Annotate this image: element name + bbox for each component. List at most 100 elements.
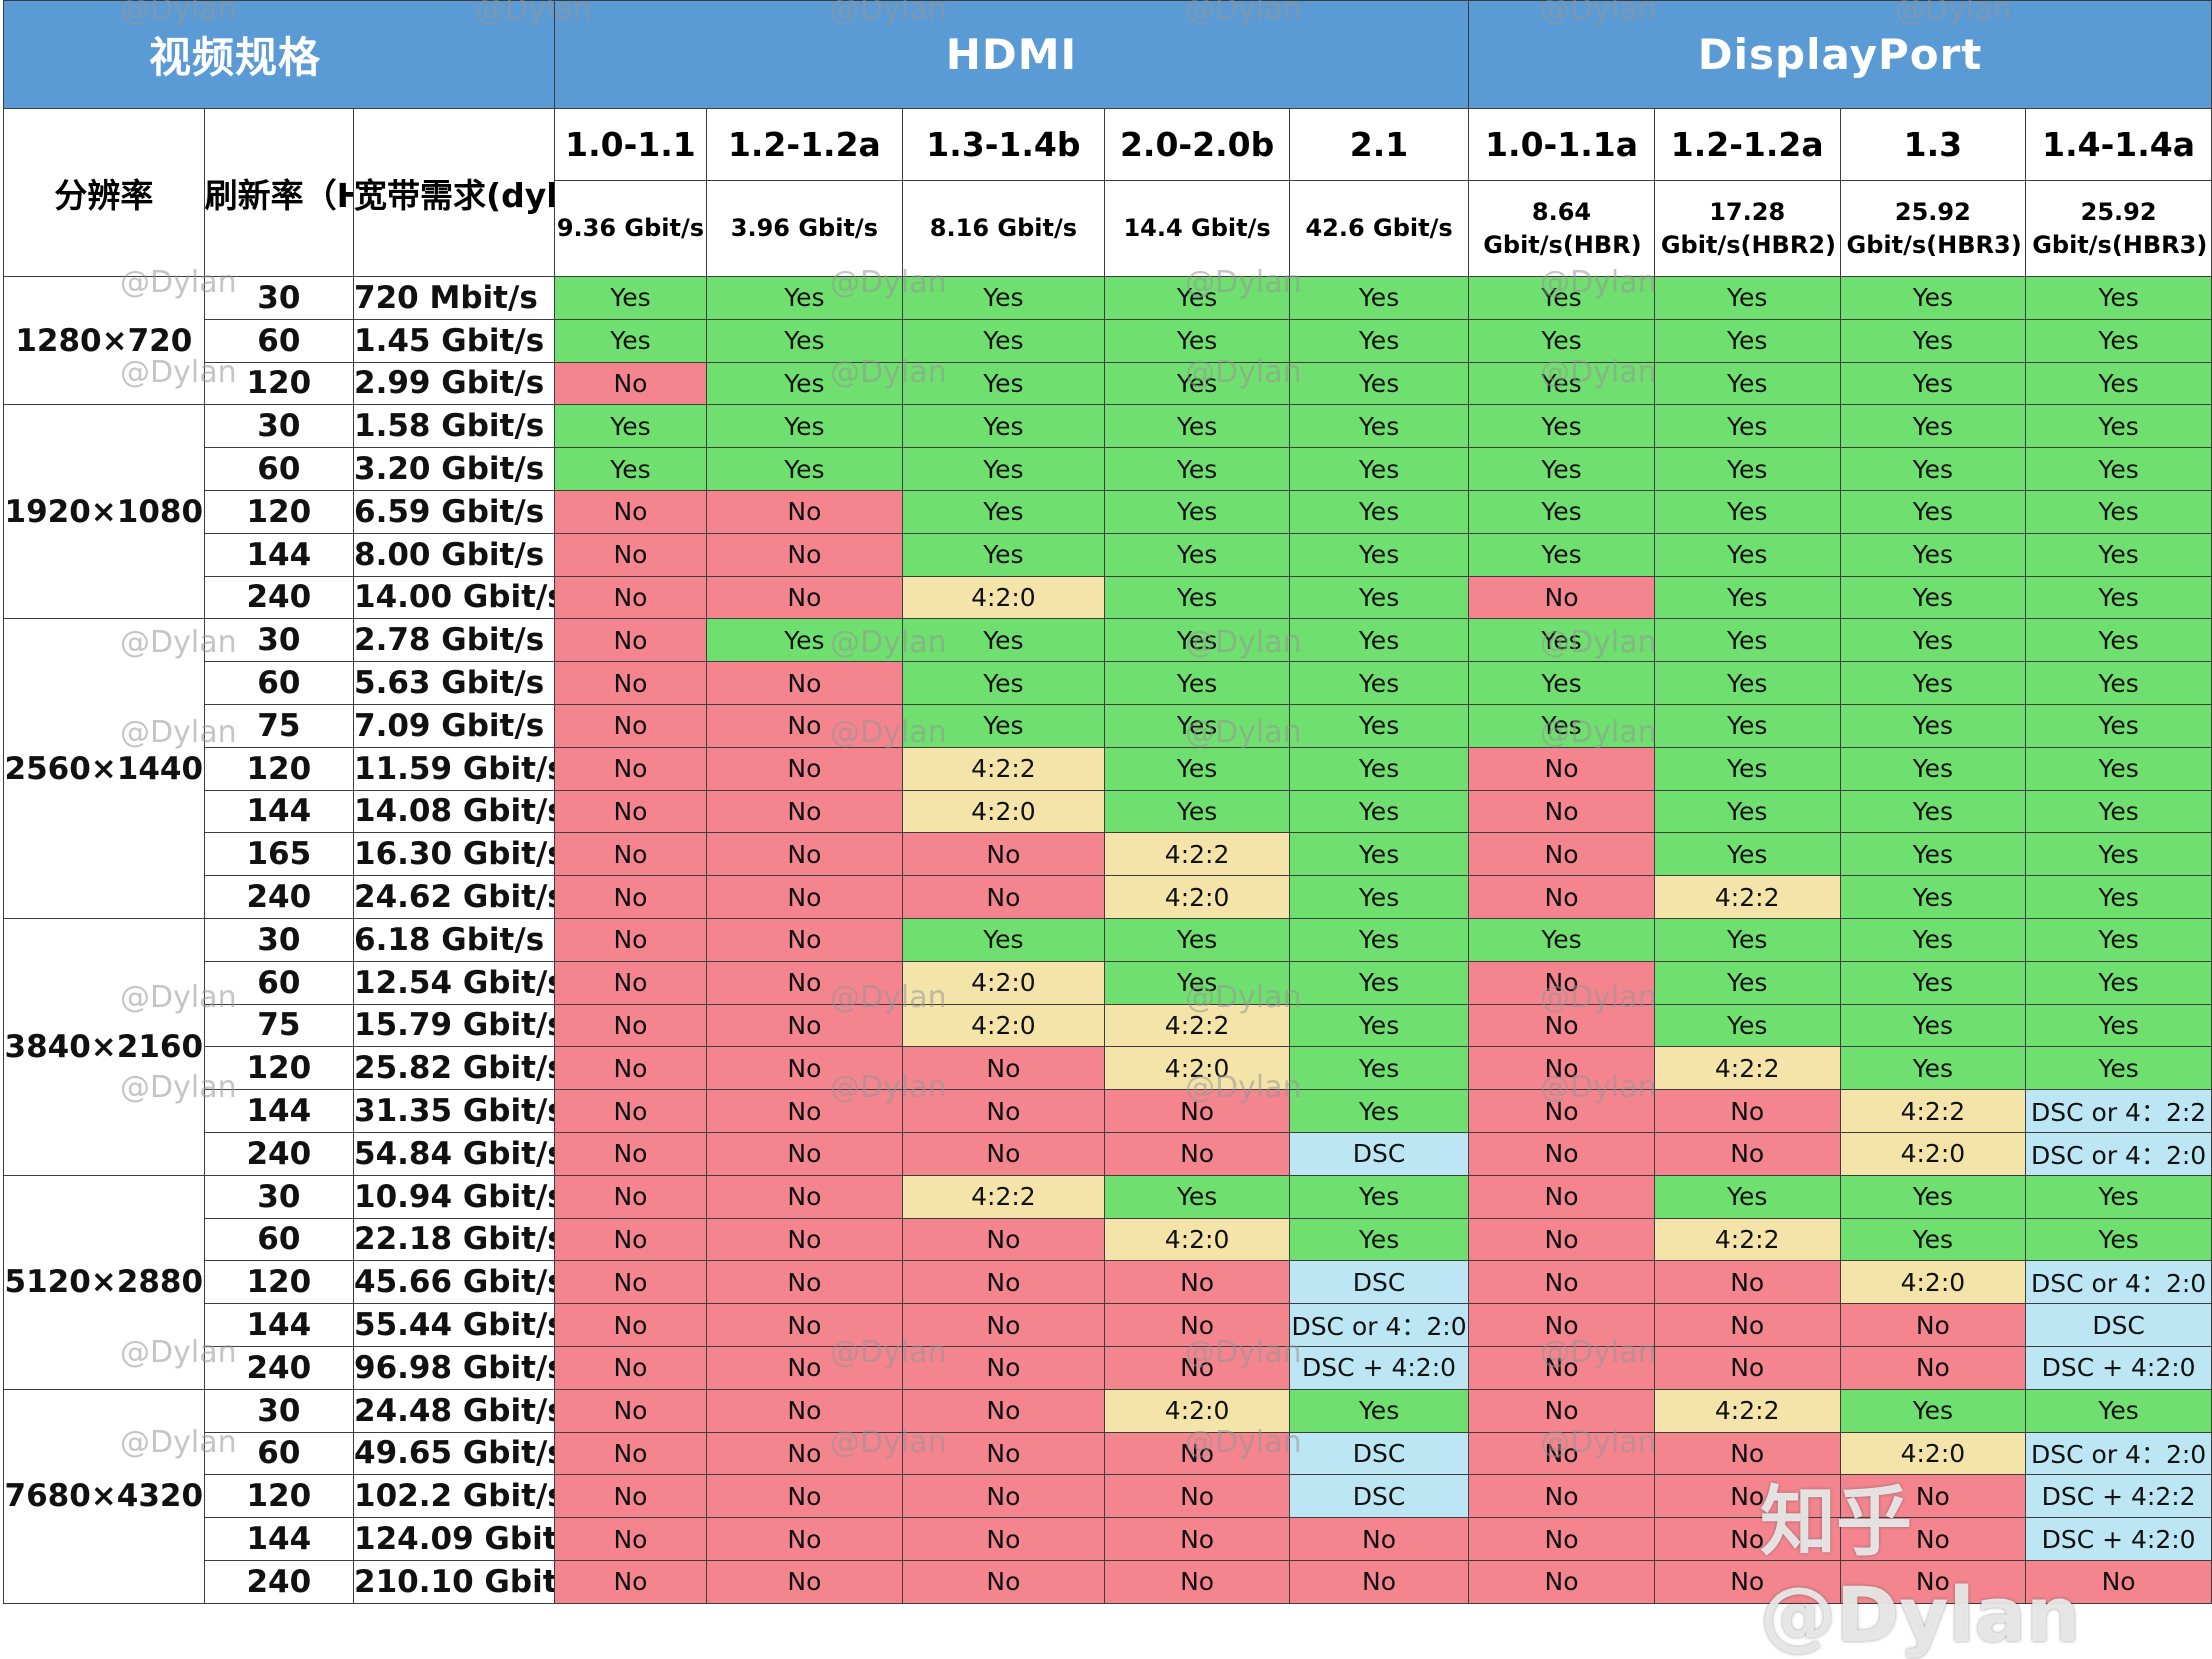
support-cell: DSC or 4：2:0 (2025, 1131, 2212, 1176)
support-cell: Yes (1653, 1174, 1841, 1219)
support-cell: Yes (1104, 1174, 1290, 1219)
support-cell: Yes (1468, 276, 1655, 320)
support-cell: No (706, 1345, 903, 1390)
support-cell: Yes (1288, 575, 1470, 620)
bandwidth-cell: 5.63 Gbit/s (353, 661, 555, 705)
support-cell: No (553, 489, 708, 534)
spec-title: 视频规格 (3, 0, 555, 109)
support-cell: Yes (1288, 661, 1470, 705)
support-cell: Yes (1839, 1046, 2027, 1091)
version-rate: 9.36 Gbit/s (553, 180, 708, 277)
support-cell: Yes (1839, 361, 2027, 406)
resolution-header: 分辨率 (3, 108, 205, 277)
refresh-rate-cell: 144 (203, 532, 355, 577)
refresh-rate-cell: 144 (203, 1089, 355, 1133)
support-cell: No (553, 575, 708, 620)
support-cell: Yes (2025, 1003, 2212, 1048)
support-cell: No (706, 746, 903, 791)
table-row: 120 25.82 Gbit/s No No No 4:2:0 Yes No 4:2:2 Yes Y… (4, 1046, 2212, 1091)
support-cell: Yes (553, 447, 708, 491)
support-cell: No (1653, 1345, 1841, 1390)
video-compat-table: 视频规格 HDMI DisplayPort 分辨率 刷新率（Hz) 宽带需求(d… (3, 0, 2212, 1604)
support-cell: Yes (706, 318, 903, 363)
support-cell: No (1653, 1260, 1841, 1305)
table-row: 60 1.45 Gbit/s Yes Yes Yes Yes Yes Yes Yes Yes Yes (4, 318, 2212, 363)
refresh-header: 刷新率（Hz) (203, 108, 355, 277)
bandwidth-cell: 16.30 Gbit/s (353, 832, 555, 877)
table-row: 60 22.18 Gbit/s No No No 4:2:0 Yes No 4:2:2 Yes Ye… (4, 1217, 2212, 1262)
support-cell: Yes (1104, 361, 1290, 406)
bandwidth-cell: 6.18 Gbit/s (353, 917, 555, 962)
support-cell: Yes (1839, 1174, 2027, 1219)
support-cell: No (901, 1046, 1106, 1091)
support-cell: No (553, 1559, 708, 1604)
table-row: 7680×4320 30 24.48 Gbit/s No No No 4:2:0 Yes No 4… (3, 1388, 2212, 1604)
support-cell: 4:2:0 (901, 960, 1106, 1005)
support-cell: No (901, 1388, 1106, 1433)
bandwidth-cell: 6.59 Gbit/s (353, 489, 555, 534)
support-cell: 4:2:0 (1839, 1431, 2027, 1476)
refresh-rate-cell: 120 (203, 1046, 355, 1091)
support-cell: Yes (1104, 661, 1290, 705)
support-cell: No (706, 1559, 903, 1604)
support-cell: Yes (1653, 489, 1841, 534)
support-cell: No (706, 1003, 903, 1048)
support-cell: Yes (2025, 1217, 2212, 1262)
support-cell: Yes (706, 447, 903, 491)
support-cell: No (553, 1388, 708, 1433)
support-cell: No (1468, 1217, 1655, 1262)
support-cell: Yes (1468, 917, 1655, 962)
support-cell: No (706, 1260, 903, 1305)
support-cell: 4:2:0 (1104, 1388, 1290, 1433)
support-cell: 4:2:2 (1653, 875, 1841, 919)
support-cell: DSC + 4:2:2 (2025, 1474, 2212, 1519)
support-cell: Yes (2025, 1388, 2212, 1433)
support-cell: No (553, 960, 708, 1005)
support-cell: Yes (1839, 789, 2027, 834)
refresh-rate-cell: 165 (203, 832, 355, 877)
bandwidth-cell: 45.66 Gbit/s (353, 1260, 555, 1305)
support-cell: Yes (553, 276, 708, 320)
table-row: 165 16.30 Gbit/s No No No 4:2:2 Yes No Yes Yes Yes (4, 832, 2212, 877)
support-cell: Yes (2025, 1174, 2212, 1219)
support-cell: Yes (2025, 361, 2212, 406)
bandwidth-cell: 55.44 Gbit/s (353, 1303, 555, 1347)
support-cell: Yes (901, 276, 1106, 320)
refresh-rate-cell: 240 (203, 575, 355, 620)
support-cell: DSC or 4：2:2 (2025, 1089, 2212, 1133)
support-cell: DSC (1288, 1474, 1470, 1519)
support-cell: Yes (1653, 789, 1841, 834)
support-cell: Yes (1468, 618, 1655, 663)
support-cell: 4:2:2 (1839, 1089, 2027, 1133)
support-cell: Yes (1288, 318, 1470, 363)
support-cell: No (553, 618, 708, 663)
support-cell: Yes (1468, 404, 1655, 449)
support-cell: Yes (2025, 447, 2212, 491)
support-cell: Yes (1288, 1046, 1470, 1091)
support-cell: Yes (1104, 917, 1290, 962)
refresh-rate-cell: 120 (203, 1260, 355, 1305)
support-cell: DSC + 4:2:0 (2025, 1345, 2212, 1390)
support-cell: 4:2:2 (1104, 832, 1290, 877)
support-cell: No (553, 875, 708, 919)
support-cell: Yes (1288, 1174, 1470, 1219)
support-cell: 4:2:2 (1653, 1388, 1841, 1433)
version-name: 1.0-1.1 (553, 108, 708, 181)
table-row: 75 7.09 Gbit/s No No Yes Yes Yes Yes Yes Yes Yes (4, 703, 2212, 748)
support-cell: Yes (1104, 789, 1290, 834)
bandwidth-cell: 720 Mbit/s (353, 276, 555, 320)
support-cell: Yes (1468, 661, 1655, 705)
table-row: 60 49.65 Gbit/s No No No No DSC No No 4:2:0 DSC or… (4, 1431, 2212, 1476)
table-row: 240 14.00 Gbit/s No No 4:2:0 Yes Yes No Yes Yes Ye… (4, 575, 2212, 620)
version-rate: 3.96 Gbit/s (706, 180, 903, 277)
support-cell: Yes (1288, 703, 1470, 748)
support-cell: Yes (2025, 276, 2212, 320)
support-cell: Yes (1653, 960, 1841, 1005)
support-cell: No (1468, 746, 1655, 791)
version-name: 1.4-1.4a (2025, 108, 2212, 181)
support-cell: 4:2:2 (901, 746, 1106, 791)
support-cell: No (1468, 575, 1655, 620)
version-name: 1.3 (1839, 108, 2027, 181)
refresh-rate-cell: 60 (203, 1217, 355, 1262)
resolution-cell: 1280×720 (3, 275, 205, 406)
